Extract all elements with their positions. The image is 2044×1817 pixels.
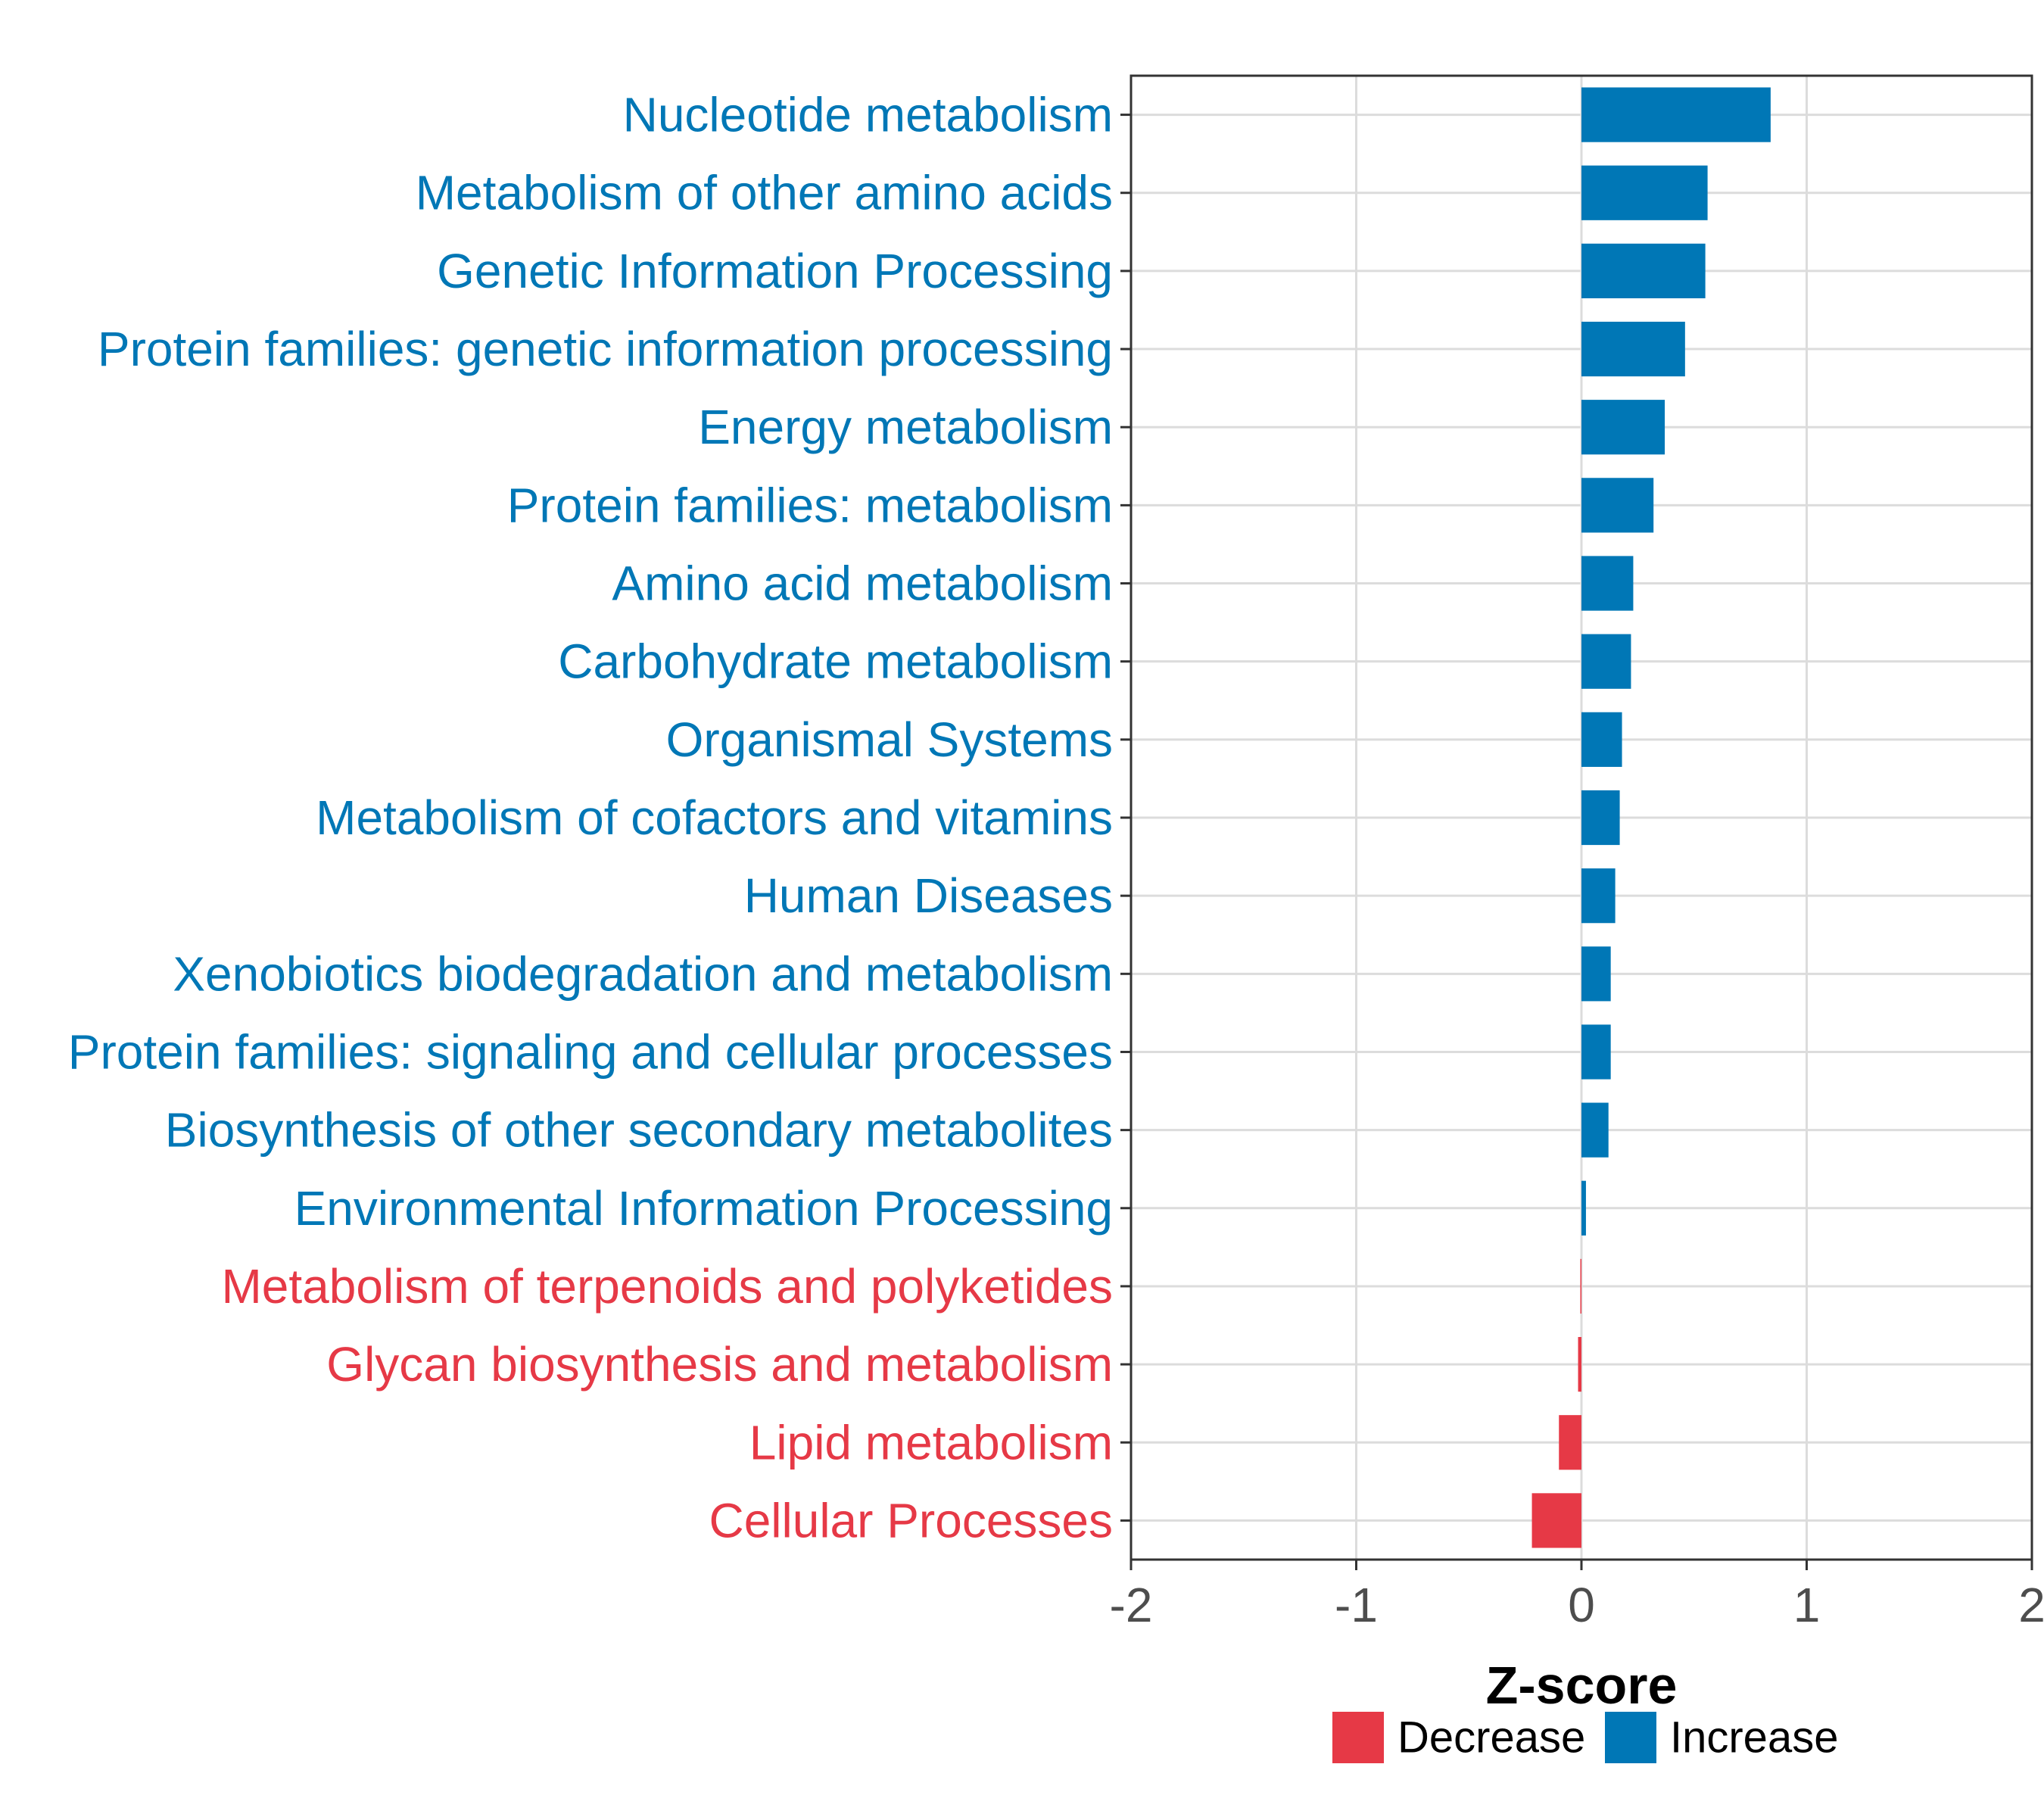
category-label: Human Diseases: [744, 868, 1113, 923]
bar: [1581, 1180, 1586, 1236]
category-label: Environmental Information Processing: [294, 1181, 1113, 1236]
legend-swatch: [1332, 1712, 1384, 1763]
bar: [1581, 634, 1631, 689]
bar: [1581, 165, 1708, 220]
bar: [1581, 868, 1616, 924]
bar: [1580, 1258, 1582, 1314]
bars: [1531, 87, 1771, 1548]
bar: [1581, 790, 1620, 846]
category-label: Amino acid metabolism: [612, 556, 1113, 611]
legend: Decrease Increase: [1332, 1712, 1838, 1763]
category-label: Lipid metabolism: [749, 1415, 1113, 1469]
bar: [1581, 1102, 1609, 1158]
legend-swatch: [1605, 1712, 1656, 1763]
category-label: Metabolism of other amino acids: [416, 166, 1113, 220]
bar: [1581, 478, 1654, 533]
x-tick-label: 1: [1793, 1578, 1821, 1632]
bar: [1581, 321, 1685, 377]
category-label: Protein families: metabolism: [507, 478, 1113, 532]
category-label: Protein families: genetic information pr…: [98, 322, 1113, 376]
x-axis-title: Z-score: [1486, 1656, 1678, 1715]
category-label: Metabolism of terpenoids and polyketides: [221, 1259, 1113, 1314]
category-label: Genetic Information Processing: [437, 244, 1113, 298]
category-label: Cellular Processes: [709, 1493, 1113, 1547]
bar: [1581, 400, 1665, 455]
category-label: Carbohydrate metabolism: [558, 634, 1113, 689]
category-label: Xenobiotics biodegradation and metabolis…: [173, 946, 1113, 1001]
bar: [1581, 946, 1611, 1002]
bar: [1581, 1024, 1611, 1080]
category-label: Biosynthesis of other secondary metaboli…: [165, 1103, 1113, 1158]
legend-label: Increase: [1670, 1713, 1838, 1762]
legend-label: Decrease: [1397, 1713, 1585, 1762]
category-label: Organismal Systems: [666, 712, 1113, 767]
category-label: Metabolism of cofactors and vitamins: [316, 790, 1113, 845]
bar: [1578, 1337, 1581, 1392]
bar: [1581, 712, 1622, 767]
category-label: Nucleotide metabolism: [623, 88, 1113, 142]
bar: [1581, 243, 1706, 298]
category-label: Energy metabolism: [698, 400, 1113, 454]
category-label: Glycan biosynthesis and metabolism: [326, 1337, 1113, 1392]
x-tick-label: -1: [1335, 1578, 1378, 1632]
bar: [1559, 1415, 1581, 1470]
x-tick-label: 0: [1568, 1578, 1595, 1632]
x-axis: -2 -1 0 1 2: [1110, 1560, 2044, 1632]
x-tick-label: 2: [2018, 1578, 2044, 1632]
bar: [1581, 87, 1771, 142]
bar: [1581, 556, 1634, 611]
x-tick-label: -2: [1110, 1578, 1153, 1632]
category-label: Protein families: signaling and cellular…: [68, 1024, 1113, 1079]
category-labels: Nucleotide metabolism Metabolism of other…: [68, 88, 1131, 1547]
bar: [1531, 1493, 1581, 1548]
